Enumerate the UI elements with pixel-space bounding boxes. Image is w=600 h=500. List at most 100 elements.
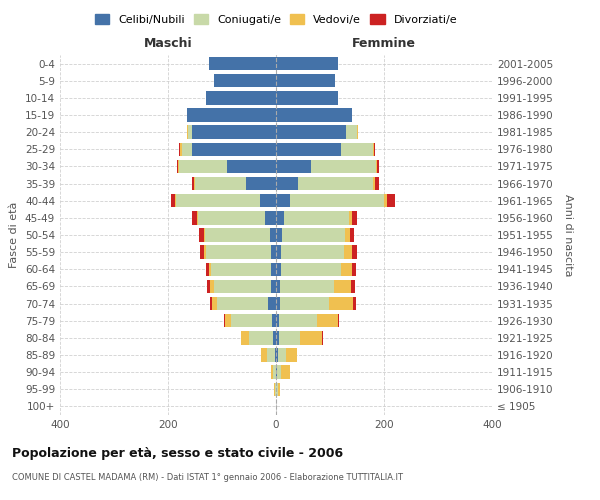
Bar	[225, 314, 231, 328]
Bar	[171, 194, 175, 207]
Bar	[286, 348, 296, 362]
Bar	[276, 280, 280, 293]
Bar	[276, 160, 311, 173]
Bar	[276, 91, 338, 104]
Bar	[276, 382, 278, 396]
Bar	[193, 126, 276, 139]
Bar	[373, 177, 375, 190]
Bar	[209, 57, 276, 70]
Bar	[281, 262, 341, 276]
Bar	[268, 297, 276, 310]
Bar	[377, 160, 379, 173]
Bar	[322, 331, 323, 344]
Bar	[241, 331, 249, 344]
Bar	[352, 211, 357, 224]
Bar	[193, 142, 276, 156]
Bar	[209, 297, 212, 310]
Bar	[341, 262, 352, 276]
Bar	[276, 194, 290, 207]
Bar	[227, 160, 276, 173]
Text: COMUNE DI CASTEL MADAMA (RM) - Dati ISTAT 1° gennaio 2006 - Elaborazione TUTTITA: COMUNE DI CASTEL MADAMA (RM) - Dati ISTA…	[12, 472, 403, 482]
Bar	[211, 262, 271, 276]
Bar	[271, 246, 276, 259]
Bar	[280, 280, 334, 293]
Bar	[276, 297, 280, 310]
Bar	[188, 126, 193, 139]
Bar	[175, 194, 176, 207]
Bar	[276, 57, 338, 70]
Bar	[199, 228, 203, 241]
Bar	[278, 314, 317, 328]
Bar	[311, 160, 376, 173]
Bar	[274, 331, 276, 344]
Bar	[271, 262, 276, 276]
Bar	[231, 314, 272, 328]
Bar	[353, 297, 356, 310]
Bar	[376, 160, 377, 173]
Bar	[352, 262, 356, 276]
Bar	[276, 142, 341, 156]
Bar	[350, 280, 355, 293]
Bar	[276, 366, 277, 379]
Bar	[276, 126, 346, 139]
Bar	[280, 297, 329, 310]
Bar	[384, 194, 387, 207]
Bar	[276, 211, 284, 224]
Bar	[350, 228, 354, 241]
Bar	[206, 246, 271, 259]
Bar	[352, 246, 357, 259]
Bar	[192, 211, 197, 224]
Bar	[209, 280, 214, 293]
Bar	[182, 142, 193, 156]
Y-axis label: Anni di nascita: Anni di nascita	[563, 194, 573, 276]
Bar	[212, 297, 217, 310]
Bar	[206, 91, 276, 104]
Text: Popolazione per età, sesso e stato civile - 2006: Popolazione per età, sesso e stato civil…	[12, 448, 343, 460]
Bar	[329, 297, 353, 310]
Bar	[247, 177, 276, 190]
Bar	[341, 142, 373, 156]
Bar	[187, 108, 276, 122]
Bar	[203, 228, 205, 241]
Bar	[265, 211, 276, 224]
Legend: Celibi/Nubili, Coniugati/e, Vedovi/e, Divorziati/e: Celibi/Nubili, Coniugati/e, Vedovi/e, Di…	[95, 14, 457, 24]
Text: Femmine: Femmine	[352, 37, 416, 50]
Text: Maschi: Maschi	[143, 37, 193, 50]
Bar	[276, 331, 278, 344]
Bar	[179, 142, 181, 156]
Bar	[298, 177, 373, 190]
Bar	[343, 246, 352, 259]
Bar	[346, 126, 357, 139]
Bar	[275, 348, 276, 362]
Bar	[192, 177, 194, 190]
Bar	[278, 382, 280, 396]
Bar	[204, 246, 206, 259]
Bar	[338, 314, 339, 328]
Bar	[205, 228, 269, 241]
Bar	[267, 348, 275, 362]
Bar	[176, 194, 260, 207]
Bar	[262, 348, 267, 362]
Bar	[176, 160, 178, 173]
Y-axis label: Fasce di età: Fasce di età	[10, 202, 19, 268]
Bar	[272, 314, 276, 328]
Bar	[214, 74, 276, 88]
Bar	[276, 74, 335, 88]
Bar	[334, 280, 350, 293]
Bar	[269, 228, 276, 241]
Bar	[181, 142, 182, 156]
Bar	[274, 366, 276, 379]
Bar	[317, 314, 338, 328]
Bar	[301, 331, 322, 344]
Bar	[214, 280, 271, 293]
Bar	[276, 246, 281, 259]
Bar	[278, 331, 301, 344]
Bar	[276, 348, 278, 362]
Bar	[374, 142, 376, 156]
Bar	[276, 177, 298, 190]
Bar	[249, 331, 274, 344]
Bar	[271, 366, 274, 379]
Bar	[276, 228, 283, 241]
Bar	[278, 348, 286, 362]
Bar	[281, 366, 290, 379]
